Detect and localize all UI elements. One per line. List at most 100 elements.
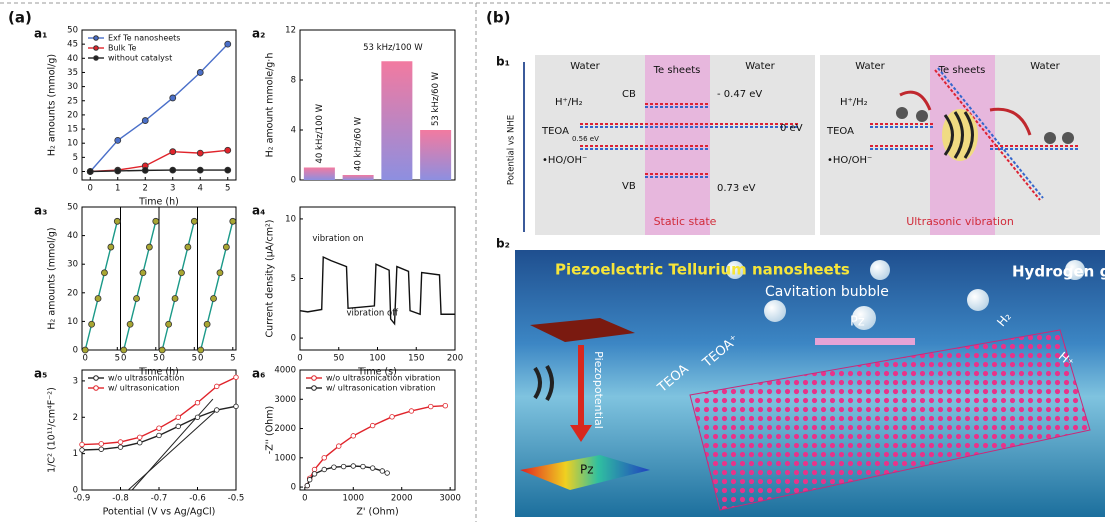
y-tick-label: 20: [67, 110, 78, 120]
x-tick-label: 0: [121, 354, 126, 364]
line: [161, 221, 195, 351]
panel-label: a₅: [34, 367, 47, 381]
label: Water: [570, 61, 600, 72]
label: H⁺/H₂: [840, 97, 868, 108]
marker: [133, 295, 140, 302]
line: [89, 43, 229, 172]
annotation: vibration on: [312, 234, 363, 244]
x-tick-label: 0: [198, 354, 203, 364]
marker: [203, 320, 211, 328]
label: •HO/OH⁻: [827, 155, 872, 166]
marker: [369, 465, 376, 471]
marker: [137, 434, 143, 440]
marker: [114, 167, 122, 175]
plot-frame: [299, 29, 456, 181]
x-axis-label: Time (s): [357, 367, 397, 378]
marker: [360, 463, 366, 470]
marker: [120, 346, 128, 354]
marker: [340, 463, 347, 470]
panel-label: a₆: [252, 367, 265, 381]
x-tick-label: -0.7: [151, 494, 168, 504]
label: TEOA: [826, 126, 854, 137]
caption: Static state: [654, 215, 717, 228]
x-tick-label: 150: [408, 354, 424, 364]
marker: [196, 166, 204, 174]
bar: [303, 167, 335, 180]
x-tick-label: -0.8: [112, 494, 129, 504]
marker: [224, 40, 232, 48]
x-tick-label: 0: [302, 494, 307, 504]
label: Pz: [850, 315, 865, 330]
marker: [169, 148, 177, 156]
vibration: [533, 364, 554, 402]
marker: [81, 346, 89, 354]
fit-line: [131, 398, 214, 491]
x-tick-label: 5: [225, 184, 230, 194]
y-tick-label: 8: [291, 76, 296, 86]
y-tick-label: 5: [73, 153, 78, 163]
marker: [350, 433, 356, 439]
marker: [233, 374, 239, 380]
y-tick-label: 50: [67, 203, 78, 213]
x-tick-label: 1000: [342, 494, 364, 504]
electrons: [896, 107, 1074, 144]
y-tick-label: 10: [67, 139, 78, 149]
marker: [331, 464, 337, 470]
arrow: [815, 338, 915, 345]
bubbles: [726, 260, 1085, 330]
marker: [88, 320, 96, 328]
marker: [216, 269, 224, 277]
y-tick-label: 0: [73, 486, 78, 496]
x-tick-label: 0: [82, 354, 87, 364]
marker: [98, 441, 104, 447]
label: Water: [855, 61, 885, 72]
bar-label: 40 kHz/100 W: [315, 103, 325, 163]
legend-marker: [93, 45, 99, 51]
label: Pz: [580, 463, 594, 477]
y-tick-label: 30: [67, 260, 78, 270]
line: [90, 149, 228, 173]
y-tick-label: 0: [291, 483, 296, 493]
legend-label: w/o ultrasonication: [108, 374, 184, 383]
marker: [233, 403, 239, 410]
y-tick-label: 5: [291, 274, 296, 284]
marker: [210, 295, 217, 302]
y-axis-label: -Z'' (Ohm): [265, 406, 276, 454]
marker: [369, 422, 376, 429]
marker: [139, 269, 147, 277]
x-tick-label: 100: [369, 354, 385, 364]
y-tick-label: 3: [73, 376, 78, 386]
label: 0.73 eV: [717, 183, 756, 194]
bar: [381, 61, 413, 180]
marker: [141, 117, 149, 124]
marker: [222, 243, 230, 251]
marker: [107, 243, 115, 251]
marker: [171, 295, 179, 302]
y-axis-label: H₂ amounts (mmol/g): [47, 54, 58, 156]
marker: [117, 444, 124, 450]
marker: [442, 403, 449, 409]
marker: [311, 471, 318, 477]
x-tick-label: -0.6: [189, 494, 206, 504]
marker: [113, 217, 121, 225]
marker: [145, 243, 153, 251]
y-tick-label: 40: [67, 54, 78, 64]
x-tick-label: 5: [153, 354, 158, 364]
marker: [321, 455, 327, 461]
legend-marker: [93, 35, 99, 41]
marker: [408, 408, 415, 414]
label: Water: [745, 61, 775, 72]
legend-label: Exf Te nanosheets: [108, 34, 180, 43]
x-tick-label: -0.9: [74, 494, 91, 504]
label: Te sheets: [653, 65, 701, 76]
bar: [420, 130, 452, 180]
legend-marker: [93, 385, 99, 391]
marker: [156, 432, 162, 439]
marker: [79, 441, 85, 448]
marker: [137, 440, 143, 446]
marker: [114, 136, 122, 144]
y-tick-label: 1000: [274, 453, 296, 463]
panel-label: a₄: [252, 204, 265, 218]
legend-marker: [311, 385, 317, 391]
slab: [520, 455, 650, 490]
